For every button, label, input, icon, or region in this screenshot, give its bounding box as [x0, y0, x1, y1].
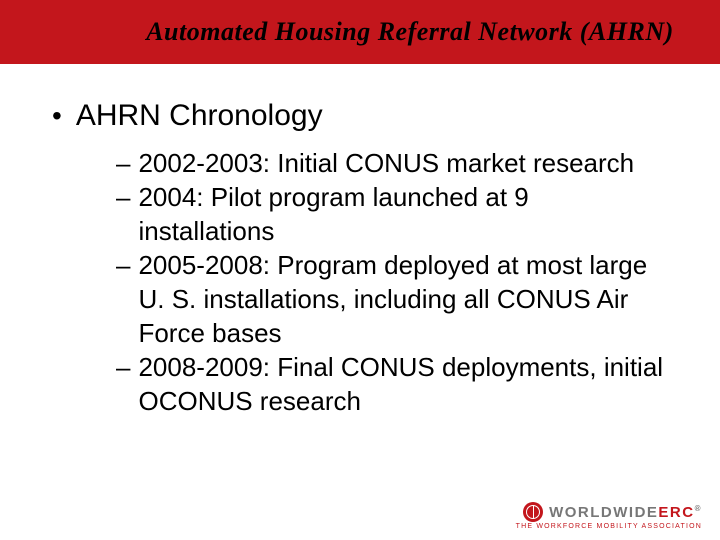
slide-title: Automated Housing Referral Network (AHRN…	[146, 17, 674, 47]
dash-icon: –	[116, 180, 130, 214]
sub-bullet-list: – 2002-2003: Initial CONUS market resear…	[36, 146, 684, 418]
bullet-dot-icon: •	[52, 98, 62, 134]
main-bullet: • AHRN Chronology	[36, 98, 684, 134]
list-item-text: 2004: Pilot program launched at 9 instal…	[138, 180, 664, 248]
logo-text-gray: WORLDWIDE	[549, 504, 658, 521]
list-item-text: 2005-2008: Program deployed at most larg…	[138, 248, 664, 350]
logo-wordmark: WORLDWIDEERC®	[549, 504, 702, 521]
dash-icon: –	[116, 146, 130, 180]
list-item-text: 2008-2009: Final CONUS deployments, init…	[138, 350, 664, 418]
dash-icon: –	[116, 350, 130, 384]
logo-tagline: THE WORKFORCE MOBILITY ASSOCIATION	[516, 523, 702, 530]
list-item: – 2008-2009: Final CONUS deployments, in…	[116, 350, 664, 418]
globe-icon	[523, 502, 543, 522]
main-bullet-heading: AHRN Chronology	[76, 98, 323, 134]
registered-icon: ®	[695, 504, 702, 513]
list-item: – 2002-2003: Initial CONUS market resear…	[116, 146, 664, 180]
list-item: – 2004: Pilot program launched at 9 inst…	[116, 180, 664, 248]
logo-text-red: ERC	[658, 504, 694, 521]
logo-top-row: WORLDWIDEERC®	[516, 502, 702, 522]
title-bar: Automated Housing Referral Network (AHRN…	[0, 0, 720, 64]
list-item-text: 2002-2003: Initial CONUS market research	[138, 146, 634, 180]
content-area: • AHRN Chronology – 2002-2003: Initial C…	[0, 64, 720, 418]
list-item: – 2005-2008: Program deployed at most la…	[116, 248, 664, 350]
footer-logo: WORLDWIDEERC® THE WORKFORCE MOBILITY ASS…	[516, 502, 702, 530]
dash-icon: –	[116, 248, 130, 282]
